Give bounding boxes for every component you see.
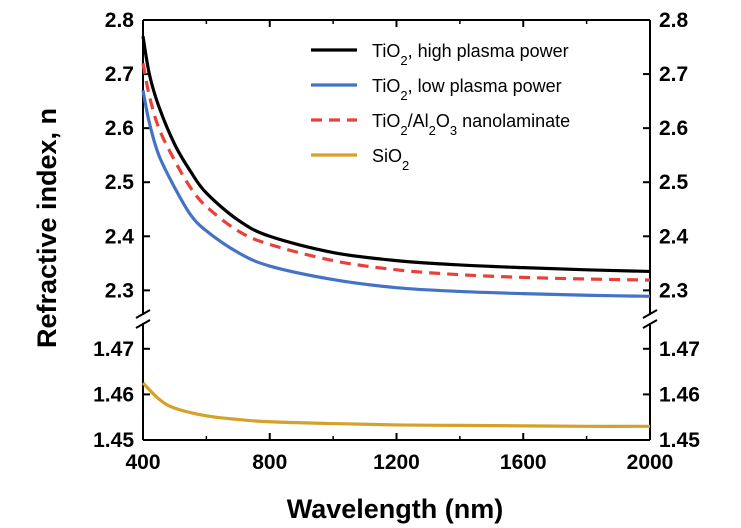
legend: TiO2, high plasma power TiO2, low plasma … [311,41,570,173]
y-tick-label-right-upper: 2.6 [659,117,688,140]
y-tick-label-right-upper: 2.8 [659,9,689,32]
y-tick-label-right-lower: 1.46 [659,383,700,406]
series-line-4 [141,381,651,428]
y-tick-label-right-upper: 2.7 [659,63,688,86]
y-tick-label-left-upper: 2.6 [105,117,134,140]
y-tick-label-left-lower: 1.47 [93,338,134,361]
x-axis-title: Wavelength (nm) [287,494,504,524]
right-axis-break-mark [642,309,658,319]
legend-label-4: SiO2 [372,146,409,173]
x-tick-label: 1600 [500,451,547,474]
y-tick-label-right-upper: 2.3 [659,279,688,302]
y-tick-label-right-upper: 2.5 [659,171,689,194]
right-axis-break-mark [642,319,658,329]
left-axis-break-mark [135,319,151,329]
x-tick-label: 400 [125,451,160,474]
y-tick-label-right-upper: 2.4 [659,225,689,248]
y-tick-label-right-lower: 1.45 [659,429,700,452]
y-tick-label-left-upper: 2.5 [105,171,135,194]
y-tick-label-left-upper: 2.4 [105,225,135,248]
y-tick-label-left-lower: 1.46 [93,383,134,406]
left-axis-break-mark [135,309,151,319]
series-layer [141,35,651,428]
y-tick-label-left-upper: 2.7 [105,63,134,86]
series-line-3 [141,62,651,282]
legend-label-1: TiO2, high plasma power [372,41,569,68]
series-line-1 [141,35,651,274]
x-tick-label: 1200 [373,451,420,474]
axis-ticks: 400 800 1200 1600 2000 2.3 2.3 2.4 2.4 2.5 2.5 2.6 2… [93,9,700,474]
y-tick-label-left-upper: 2.8 [105,9,135,32]
series-line-2 [141,89,651,298]
y-axis-title: Refractive index, n [32,108,62,348]
legend-label-3: TiO2/Al2O3 nanolaminate [372,111,570,138]
y-tick-label-left-lower: 1.45 [93,429,134,452]
x-tick-label: 800 [252,451,287,474]
x-tick-label: 2000 [627,451,674,474]
y-tick-label-right-lower: 1.47 [659,338,700,361]
legend-label-2: TiO2, low plasma power [372,76,562,103]
y-tick-label-left-upper: 2.3 [105,279,134,302]
